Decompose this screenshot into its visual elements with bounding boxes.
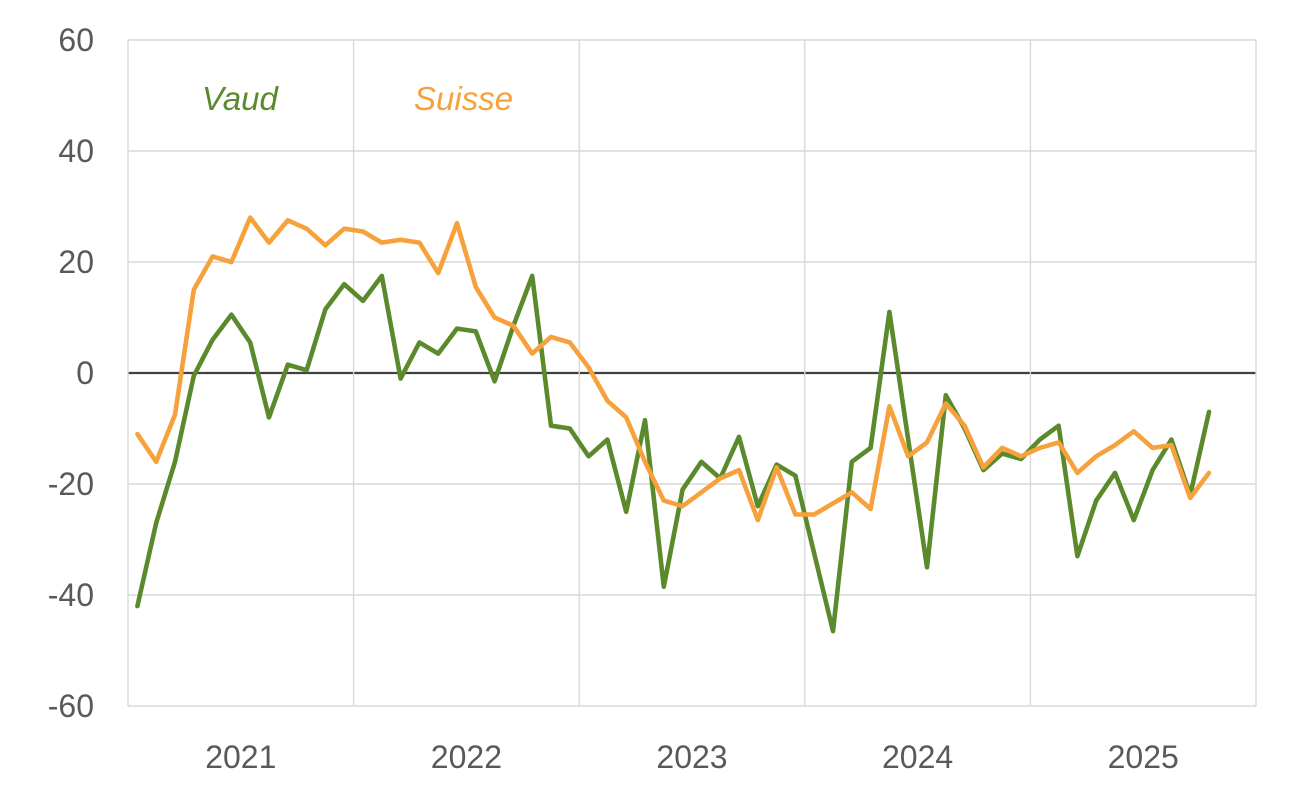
y-tick-label: -20 — [48, 466, 94, 502]
x-tick-label-2024: 2024 — [882, 739, 953, 775]
y-tick-label: 20 — [58, 244, 94, 280]
y-tick-label: -60 — [48, 688, 94, 724]
legend-vaud-label: Vaud — [202, 80, 279, 117]
x-tick-label-2023: 2023 — [656, 739, 727, 775]
x-tick-label-2022: 2022 — [431, 739, 502, 775]
vaud-line — [135, 273, 1212, 634]
y-tick-label: 0 — [76, 355, 94, 391]
x-tick-label-2025: 2025 — [1108, 739, 1179, 775]
y-tick-label: -40 — [48, 577, 94, 613]
y-tick-label: 60 — [58, 22, 94, 58]
y-tick-label: 40 — [58, 133, 94, 169]
legend-suisse-label: Suisse — [414, 80, 513, 117]
suisse-line — [135, 215, 1212, 523]
x-tick-label-2021: 2021 — [205, 739, 276, 775]
